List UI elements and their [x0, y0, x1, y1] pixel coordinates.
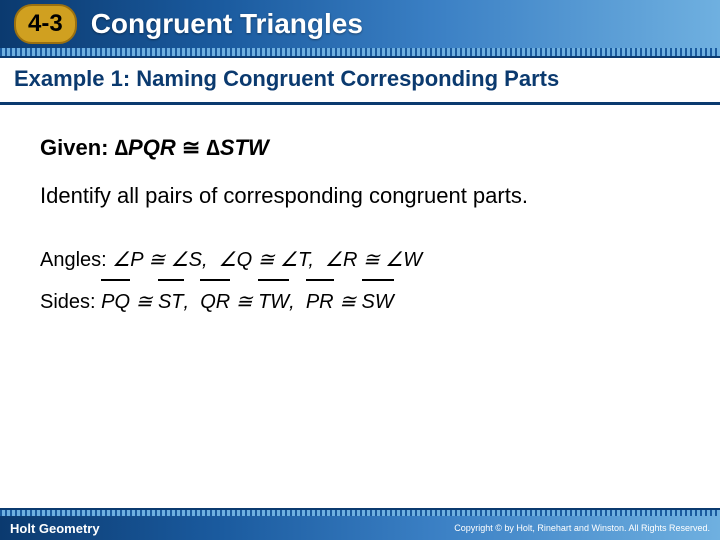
congruent-symbol: ≅: [182, 135, 200, 160]
cong-icon: ≅: [236, 291, 253, 313]
triangle-pqr: ∆PQR: [115, 135, 176, 160]
segment-sw: SW: [362, 281, 394, 323]
footer-stripes: [0, 508, 720, 516]
segment-tw: TW: [258, 281, 289, 323]
footer-bar: Holt Geometry Copyright © by Holt, Rineh…: [0, 516, 720, 540]
content: Given: ∆PQR ≅ ∆STW Identify all pairs of…: [0, 105, 720, 333]
cong-icon: ≅: [136, 291, 153, 313]
cong-icon: ≅: [339, 291, 356, 313]
cong-icon: ≅: [148, 249, 165, 271]
header-title: Congruent Triangles: [91, 8, 363, 40]
sides-row: Sides: PQ ≅ ST, QR ≅ TW, PR ≅ SW: [40, 281, 680, 323]
segment-pr: PR: [306, 281, 334, 323]
answers: Angles: ∠P ≅ ∠S, ∠Q ≅ ∠T, ∠R ≅ ∠W Sides:…: [40, 239, 680, 323]
angles-label: Angles:: [40, 249, 107, 271]
given-label: Given:: [40, 135, 108, 160]
angle-w: ∠W: [385, 249, 422, 271]
footer-brand: Holt Geometry: [10, 521, 100, 536]
angle-p: ∠P: [112, 249, 143, 271]
sides-label: Sides:: [40, 291, 96, 313]
segment-pq: PQ: [101, 281, 130, 323]
given-statement: Given: ∆PQR ≅ ∆STW: [40, 135, 680, 161]
example-title: Example 1: Naming Congruent Correspondin…: [0, 58, 720, 105]
cong-icon: ≅: [258, 249, 275, 271]
triangle-stw: ∆STW: [206, 135, 268, 160]
instruction-text: Identify all pairs of corresponding cong…: [40, 183, 680, 209]
header-stripes: [0, 48, 720, 58]
cong-icon: ≅: [363, 249, 380, 271]
angle-q: ∠Q: [219, 249, 253, 271]
section-badge: 4-3: [14, 4, 77, 44]
angle-r: ∠R: [325, 249, 357, 271]
header-bar: 4-3 Congruent Triangles: [0, 0, 720, 48]
segment-qr: QR: [200, 281, 230, 323]
footer-copyright: Copyright © by Holt, Rinehart and Winsto…: [454, 523, 710, 533]
segment-st: ST: [158, 281, 184, 323]
angles-row: Angles: ∠P ≅ ∠S, ∠Q ≅ ∠T, ∠R ≅ ∠W: [40, 239, 680, 281]
angle-s: ∠S: [171, 249, 202, 271]
angle-t: ∠T: [280, 249, 308, 271]
